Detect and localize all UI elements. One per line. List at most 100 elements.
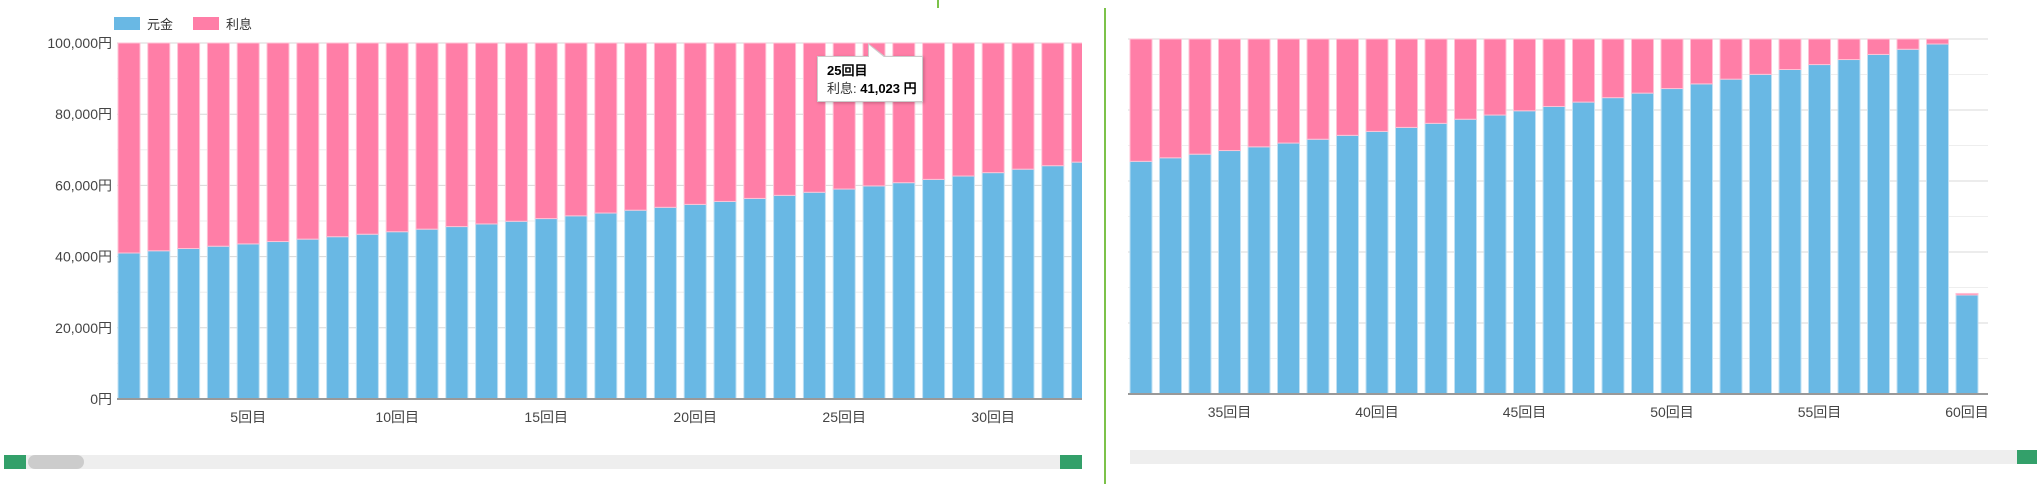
bar-interest-23 xyxy=(773,42,797,196)
tooltip: 25回目 利息: 41,023 円 xyxy=(817,43,923,102)
y-tick-label: 20,000円 xyxy=(55,320,112,336)
bar-interest-53 xyxy=(1749,38,1772,75)
bar-interest-9 xyxy=(355,42,379,235)
bar-interest-32 xyxy=(1129,38,1153,162)
chart-panel-right: 35回目 40回目 45回目 50回目 55回目 60回目 xyxy=(1128,38,1989,420)
legend-item-principal[interactable]: 元金 xyxy=(114,14,173,33)
left-scroll-end-handle[interactable] xyxy=(1060,455,1082,469)
bar-principal-54 xyxy=(1778,68,1802,395)
bar-principal-49 xyxy=(1631,92,1654,395)
bar-principal-33 xyxy=(1159,157,1182,395)
bar-principal-47 xyxy=(1572,101,1595,395)
x-tick-label: 60回目 xyxy=(1945,404,1989,420)
bar-principal-8 xyxy=(326,236,350,400)
bar-principal-46 xyxy=(1542,105,1566,395)
bar-interest-39 xyxy=(1336,38,1359,136)
bar-principal-56 xyxy=(1837,59,1861,395)
bar-principal-3 xyxy=(177,248,201,400)
bar-principal-39 xyxy=(1336,134,1359,395)
bar-principal-37 xyxy=(1277,142,1300,395)
legend-item-interest[interactable]: 利息 xyxy=(193,14,252,33)
bar-interest-19 xyxy=(653,42,677,208)
bar-principal-32 xyxy=(1041,165,1065,400)
bar-interest-55 xyxy=(1808,38,1831,66)
legend-label-principal: 元金 xyxy=(147,17,174,32)
bar-principal-28 xyxy=(922,178,946,400)
bar-principal-42 xyxy=(1424,122,1448,395)
bar-principal-50 xyxy=(1660,88,1684,395)
bar-interest-33 xyxy=(1071,42,1082,163)
bar-interest-56 xyxy=(1837,38,1861,61)
bar-interest-14 xyxy=(504,42,528,222)
bar-principal-9 xyxy=(355,233,379,400)
bar-principal-30 xyxy=(981,172,1005,400)
bar-interest-60 xyxy=(1955,292,1979,296)
bar-principal-21 xyxy=(713,200,737,400)
bar-interest-2 xyxy=(147,42,171,252)
bar-interest-7 xyxy=(296,42,320,240)
bar-principal-60 xyxy=(1955,294,1979,395)
bar-principal-32 xyxy=(1129,160,1153,395)
bar-interest-40 xyxy=(1365,38,1389,132)
bar-principal-2 xyxy=(147,250,171,400)
bar-principal-29 xyxy=(951,175,975,400)
bar-interest-42 xyxy=(1424,38,1448,124)
bar-interest-35 xyxy=(1218,38,1241,152)
bar-interest-46 xyxy=(1542,38,1566,107)
tooltip-value: 41,023 円 xyxy=(860,81,917,96)
bar-principal-17 xyxy=(594,212,618,400)
left-scrollbar[interactable] xyxy=(4,455,1082,469)
bar-interest-3 xyxy=(177,42,201,250)
bar-principal-27 xyxy=(892,182,916,400)
bars xyxy=(1129,38,1979,395)
bar-principal-4 xyxy=(206,245,230,400)
bar-principal-44 xyxy=(1483,114,1507,395)
bar-principal-18 xyxy=(624,209,648,400)
bar-principal-43 xyxy=(1454,118,1477,395)
bar-interest-30 xyxy=(981,42,1005,174)
bar-principal-40 xyxy=(1365,130,1389,395)
bar-interest-36 xyxy=(1247,38,1271,148)
bars xyxy=(117,42,1082,400)
bar-interest-18 xyxy=(624,42,648,211)
bar-principal-57 xyxy=(1867,53,1890,395)
bar-principal-51 xyxy=(1690,83,1713,395)
divider-line xyxy=(1104,8,1106,484)
bar-interest-21 xyxy=(713,42,737,202)
bar-principal-23 xyxy=(773,194,797,400)
x-tick-label: 50回目 xyxy=(1650,404,1694,420)
x-tick-label: 15回目 xyxy=(524,409,568,425)
right-scrollbar[interactable] xyxy=(1130,450,2037,464)
bar-principal-58 xyxy=(1896,48,1920,395)
bar-interest-31 xyxy=(1011,42,1035,170)
y-tick-label: 100,000円 xyxy=(47,35,112,51)
left-scroll-thumb[interactable] xyxy=(28,455,84,469)
bar-principal-38 xyxy=(1306,138,1330,395)
bar-principal-34 xyxy=(1188,153,1212,395)
bar-principal-53 xyxy=(1749,73,1772,395)
bar-interest-16 xyxy=(564,42,588,217)
bar-interest-22 xyxy=(743,42,767,199)
bar-interest-33 xyxy=(1159,38,1182,159)
left-scroll-start-handle[interactable] xyxy=(4,455,26,469)
bar-principal-12 xyxy=(445,226,469,400)
y-tick-label: 60,000円 xyxy=(55,177,112,193)
x-tick-label: 30回目 xyxy=(971,409,1015,425)
bar-interest-32 xyxy=(1041,42,1065,167)
legend-swatch-interest xyxy=(193,17,220,30)
bar-principal-59 xyxy=(1926,43,1949,395)
bar-principal-5 xyxy=(236,243,260,400)
bar-interest-45 xyxy=(1513,38,1536,112)
bar-principal-6 xyxy=(266,241,290,400)
bar-principal-26 xyxy=(862,185,886,400)
bar-interest-59 xyxy=(1926,38,1949,45)
bar-principal-15 xyxy=(534,218,558,400)
x-tick-label: 25回目 xyxy=(822,409,866,425)
bar-interest-13 xyxy=(475,42,499,225)
bar-interest-48 xyxy=(1601,38,1625,99)
chart-panel-left: 0円 20,000円 40,000円 60,000円 80,000円 100,000円 5回… xyxy=(47,35,1082,425)
right-scroll-end-handle[interactable] xyxy=(2017,450,2037,464)
bar-interest-50 xyxy=(1660,38,1684,90)
bar-interest-54 xyxy=(1778,38,1802,70)
